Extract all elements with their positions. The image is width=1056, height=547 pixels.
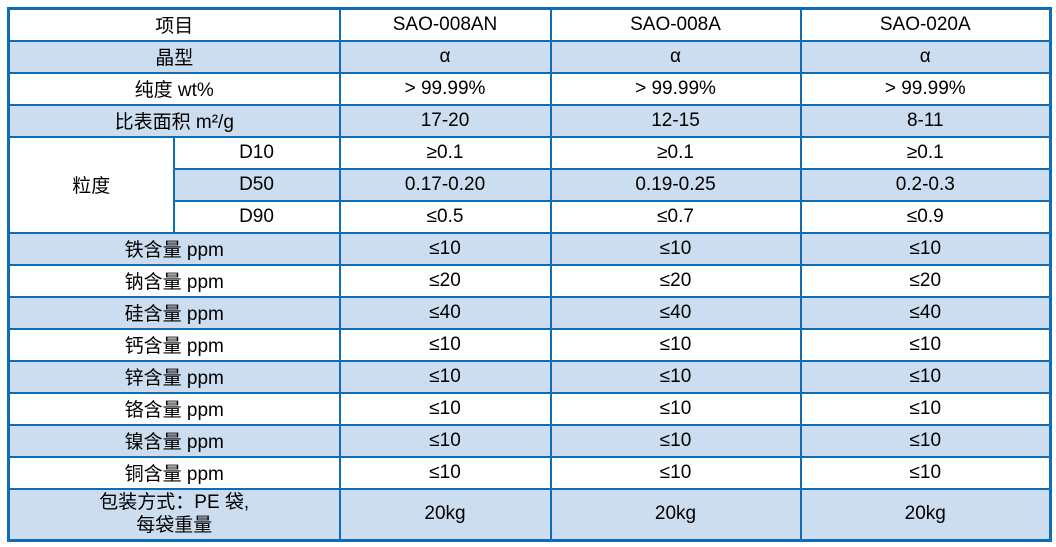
value-cell: ≤10	[799, 455, 1052, 490]
value-cell: 20kg	[338, 487, 552, 542]
value-cell: ≤10	[338, 391, 552, 426]
value-cell: ≤10	[549, 327, 802, 362]
value-cell: > 99.99%	[799, 71, 1052, 106]
value-cell: ≥0.1	[338, 135, 552, 170]
table-row-iron: 铁含量 ppm ≤10 ≤10 ≤10	[7, 231, 1052, 266]
packaging-label-cell: 包装方式：PE 袋, 每袋重量	[7, 487, 341, 542]
value-cell: 20kg	[799, 487, 1052, 542]
row-label-cell: 晶型	[7, 39, 341, 74]
subrow-label-cell: D10	[172, 135, 341, 170]
value-cell: 12-15	[549, 103, 802, 138]
value-cell: ≤10	[549, 423, 802, 458]
table-row-surface-area: 比表面积 m²/g 17-20 12-15 8-11	[7, 103, 1052, 138]
subrow-label-cell: D90	[172, 199, 341, 234]
value-cell: ≤10	[338, 231, 552, 266]
row-label-cell: 铬含量 ppm	[7, 391, 341, 426]
value-cell: 0.2-0.3	[799, 167, 1052, 202]
value-cell: ≤10	[549, 359, 802, 394]
value-cell: ≤20	[549, 263, 802, 298]
value-cell: ≤10	[799, 391, 1052, 426]
particle-size-group-cell: 粒度	[7, 135, 175, 234]
header-product-1: SAO-008AN	[338, 7, 552, 42]
packaging-label-line2: 每袋重量	[136, 515, 213, 537]
table-row-d10: 粒度 D10 ≥0.1 ≥0.1 ≥0.1	[7, 135, 1052, 234]
row-label-cell: 铁含量 ppm	[7, 231, 341, 266]
table-row-copper: 铜含量 ppm ≤10 ≤10 ≤10	[7, 455, 1052, 490]
value-cell: ≤0.7	[549, 199, 802, 234]
table-row-header: 项目 SAO-008AN SAO-008A SAO-020A	[7, 7, 1052, 42]
value-cell: ≤10	[799, 231, 1052, 266]
table-row-calcium: 钙含量 ppm ≤10 ≤10 ≤10	[7, 327, 1052, 362]
table-row-d90: D90 ≤0.5 ≤0.7 ≤0.9	[9, 199, 1052, 234]
value-cell: ≤40	[799, 295, 1052, 330]
value-cell: α	[799, 39, 1052, 74]
table-row-packaging: 包装方式：PE 袋, 每袋重量 20kg 20kg 20kg	[7, 487, 1052, 542]
header-product-2: SAO-008A	[549, 7, 802, 42]
row-label-cell: 锌含量 ppm	[7, 359, 341, 394]
subrow-label-cell: D50	[172, 167, 341, 202]
value-cell: ≤20	[338, 263, 552, 298]
row-label-cell: 铜含量 ppm	[7, 455, 341, 490]
table-row-zinc: 锌含量 ppm ≤10 ≤10 ≤10	[7, 359, 1052, 394]
table-row-d50: D50 0.17-0.20 0.19-0.25 0.2-0.3	[9, 167, 1052, 202]
header-product-3: SAO-020A	[799, 7, 1052, 42]
table-row-nickel: 镍含量 ppm ≤10 ≤10 ≤10	[7, 423, 1052, 458]
row-label-cell: 镍含量 ppm	[7, 423, 341, 458]
table-row-sodium: 钠含量 ppm ≤20 ≤20 ≤20	[7, 263, 1052, 298]
value-cell: α	[338, 39, 552, 74]
table-row-silicon: 硅含量 ppm ≤40 ≤40 ≤40	[7, 295, 1052, 330]
value-cell: ≤10	[338, 455, 552, 490]
row-label-cell: 比表面积 m²/g	[7, 103, 341, 138]
value-cell: ≤0.5	[338, 199, 552, 234]
value-cell: ≤10	[799, 423, 1052, 458]
value-cell: ≤10	[549, 231, 802, 266]
packaging-label-line1: 包装方式：PE 袋,	[99, 491, 250, 513]
row-label-cell: 钠含量 ppm	[7, 263, 341, 298]
product-spec-table: 项目 SAO-008AN SAO-008A SAO-020A 晶型 α α α …	[7, 7, 1053, 542]
value-cell: α	[549, 39, 802, 74]
value-cell: 17-20	[338, 103, 552, 138]
value-cell: ≥0.1	[799, 135, 1052, 170]
value-cell: > 99.99%	[549, 71, 802, 106]
value-cell: ≤10	[799, 359, 1052, 394]
value-cell: ≤10	[338, 359, 552, 394]
value-cell: ≤10	[799, 327, 1052, 362]
row-label-cell: 硅含量 ppm	[7, 295, 341, 330]
value-cell: ≤10	[338, 423, 552, 458]
value-cell: ≤0.9	[799, 199, 1052, 234]
value-cell: 0.17-0.20	[338, 167, 552, 202]
value-cell: 8-11	[799, 103, 1052, 138]
row-label-cell: 钙含量 ppm	[7, 327, 341, 362]
value-cell: ≥0.1	[549, 135, 802, 170]
table-row-crystal: 晶型 α α α	[7, 39, 1052, 74]
value-cell: ≤10	[549, 455, 802, 490]
value-cell: 20kg	[549, 487, 802, 542]
value-cell: ≤40	[338, 295, 552, 330]
value-cell: ≤40	[549, 295, 802, 330]
value-cell: > 99.99%	[338, 71, 552, 106]
table-row-purity: 纯度 wt% > 99.99% > 99.99% > 99.99%	[7, 71, 1052, 106]
value-cell: ≤10	[338, 327, 552, 362]
row-label-cell: 纯度 wt%	[7, 71, 341, 106]
table-row-chromium: 铬含量 ppm ≤10 ≤10 ≤10	[7, 391, 1052, 426]
header-item-cell: 项目	[7, 7, 341, 42]
value-cell: 0.19-0.25	[549, 167, 802, 202]
value-cell: ≤20	[799, 263, 1052, 298]
value-cell: ≤10	[549, 391, 802, 426]
